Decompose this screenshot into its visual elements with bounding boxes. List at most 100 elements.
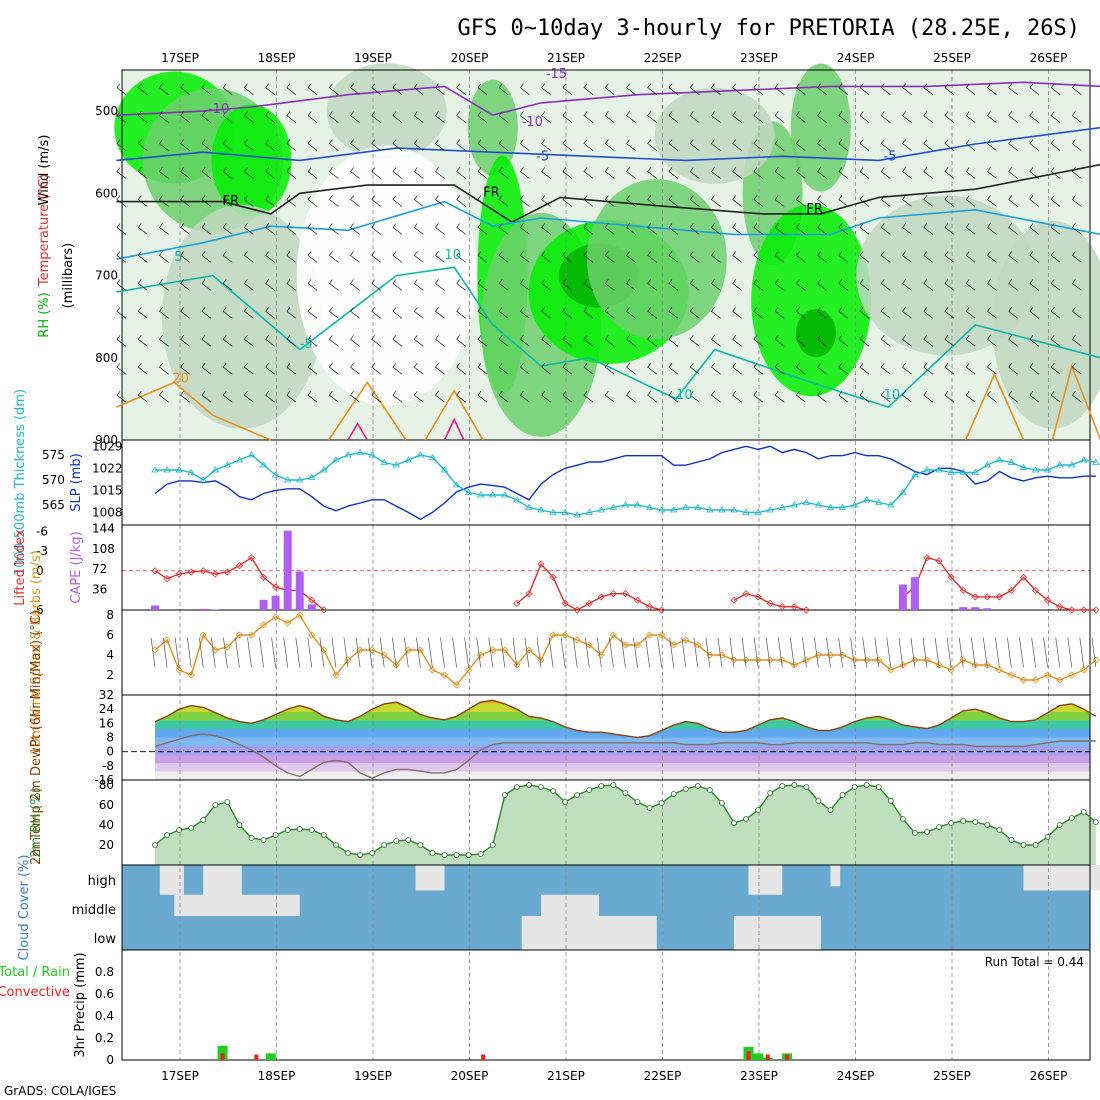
wind-barb [647, 111, 658, 123]
wind-barb [859, 139, 870, 151]
temp-contour-20-e [1051, 363, 1100, 441]
pressure-tick: 500 [95, 104, 118, 118]
rh2m-point [984, 822, 991, 828]
wind-barb [902, 167, 912, 179]
wind-barb [859, 335, 870, 347]
rh2m-tick: 40 [99, 818, 114, 832]
surface-wind-barb [1055, 637, 1061, 668]
wind-barb [201, 167, 212, 179]
wind-barb [159, 279, 169, 291]
rh2m-point [827, 807, 834, 813]
wind-barb [477, 111, 488, 123]
wind-barb [222, 335, 233, 347]
rh2m-point [972, 819, 979, 825]
rh2m-point [610, 782, 617, 788]
rh2m-point [357, 852, 363, 858]
wind-barb [116, 362, 127, 375]
precip-conv-bar [785, 1054, 790, 1060]
wind10-line [154, 614, 1097, 686]
lifted-index-point [211, 570, 219, 578]
wind-barb [732, 307, 742, 319]
lifted-index-point [199, 567, 207, 575]
surface-wind-barb [886, 637, 892, 668]
wind-barb [350, 83, 360, 95]
date-label-bottom: 25SEP [933, 1069, 971, 1083]
wind10-point [561, 631, 569, 639]
wind-barb [392, 390, 403, 403]
wind-barb [965, 251, 976, 263]
rh2m-point [875, 784, 882, 790]
surface-wind-barb [645, 637, 650, 668]
surface-wind-barb [633, 637, 638, 668]
lifted-index-point [573, 606, 581, 614]
rh2m-point [682, 786, 689, 792]
wind-barb [753, 111, 764, 123]
wind-barb [817, 139, 827, 151]
wind-barb [137, 111, 148, 123]
wind-barb [753, 195, 764, 207]
lifted-index-point [1044, 596, 1052, 604]
temp-tick: -8 [102, 759, 114, 773]
wind-barb [456, 335, 466, 347]
wind-barb [817, 167, 827, 179]
wind-barb [1071, 390, 1082, 403]
dewpt-line [154, 733, 1096, 779]
wind-barb [519, 279, 530, 291]
wind10-point [211, 646, 219, 654]
wind10-point [163, 636, 171, 644]
wind-barb [1050, 139, 1061, 151]
wind-barb [1071, 251, 1082, 263]
thickness-point [862, 496, 871, 503]
thickness-point [814, 501, 823, 508]
wind-barb [732, 167, 742, 179]
date-label-bottom: 20SEP [451, 1069, 489, 1083]
wind-barb [562, 279, 573, 291]
wind-barb [307, 139, 318, 151]
wind-barb [902, 111, 912, 123]
wind-barb [987, 139, 997, 151]
wind10-point [923, 656, 931, 664]
wind-barb [435, 279, 445, 291]
wind-barb [477, 335, 488, 347]
wind-barb [1029, 111, 1040, 123]
wind10-point [995, 666, 1003, 674]
wind-barb [519, 362, 530, 375]
lifted-index-point [971, 593, 979, 601]
slp-tick: 1015 [92, 483, 123, 497]
wind-barb [859, 362, 870, 375]
wind-barb [201, 111, 212, 123]
wind-barb [477, 390, 488, 403]
wind10-point [513, 661, 521, 669]
wind-barb [328, 251, 339, 263]
surface-wind-barb [862, 637, 868, 668]
wind-tick: 8 [106, 608, 114, 622]
wind-barb [583, 279, 594, 291]
wind-barb [477, 307, 488, 319]
wind-barb [626, 335, 636, 347]
surface-wind-barb [995, 637, 1000, 668]
wind-barb [732, 139, 742, 151]
contour-label: -15 [546, 67, 567, 82]
rh2m-point [465, 852, 472, 858]
wind-barb [413, 335, 424, 347]
wind-barb [328, 307, 339, 319]
wind-barb [392, 167, 403, 179]
wind-barb [286, 362, 297, 375]
wind-barb [392, 195, 403, 207]
wind-barb [923, 279, 934, 291]
wind-barb [795, 251, 806, 263]
thickness-point [296, 476, 304, 483]
wind-barb [965, 335, 976, 347]
wind-barb [583, 251, 594, 263]
wind10-point [235, 631, 244, 639]
wind-barb [222, 279, 233, 291]
wind-barb [604, 195, 615, 207]
date-label-bottom: 17SEP [161, 1069, 199, 1083]
wind-barb [944, 335, 955, 347]
wind-barb [541, 390, 551, 403]
wind-barb [498, 223, 509, 235]
wind-barb [222, 195, 233, 207]
wind-barb [180, 167, 190, 179]
wind-barb [711, 335, 721, 347]
wind-barb [562, 195, 573, 207]
